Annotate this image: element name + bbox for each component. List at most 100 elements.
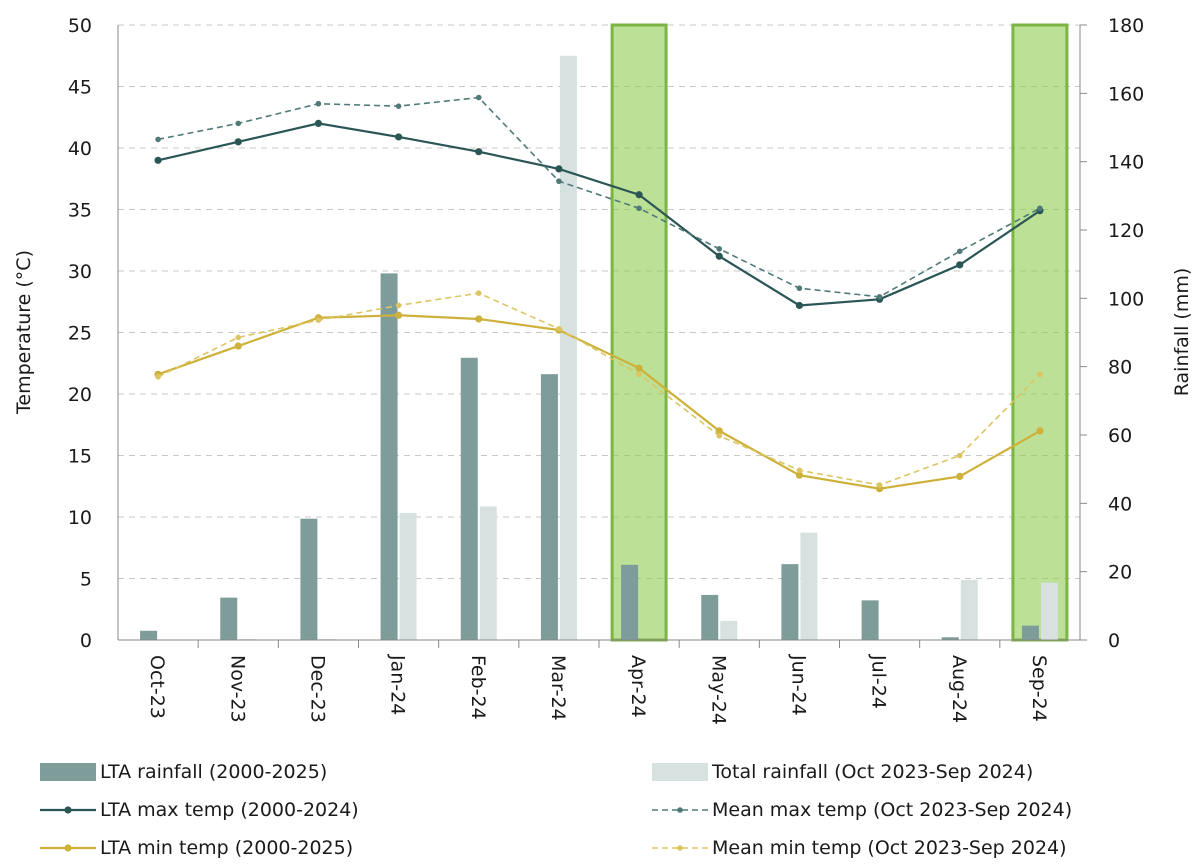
y-left-tick-label: 20 <box>68 384 92 406</box>
lta-rainfall-bar <box>701 594 719 640</box>
y-left-tick-label: 15 <box>68 446 92 468</box>
y-right-tick-label: 120 <box>1108 220 1144 242</box>
y-left-tick-label: 10 <box>68 507 92 529</box>
series-point-1 <box>1037 205 1043 212</box>
series-point-2 <box>475 315 483 323</box>
total-rainfall-bar <box>720 620 738 640</box>
series-point-0 <box>394 133 403 141</box>
series-point-0 <box>314 119 323 127</box>
total-rainfall-bar <box>479 506 497 640</box>
series-point-1 <box>556 178 562 185</box>
series-point-3 <box>155 373 161 380</box>
lta-rainfall-bar <box>781 564 799 640</box>
series-point-3 <box>315 317 322 324</box>
axes: 0 5 10 15 20 25 30 35 40 45 50 0 20 40 60 80 100 120 140 16… <box>68 15 1144 725</box>
legend-marker <box>64 806 72 814</box>
y-left-tick-label: 0 <box>80 630 92 652</box>
y-right-tick-label: 160 <box>1108 83 1144 105</box>
legend-marker <box>677 845 683 851</box>
highlight-box <box>1011 23 1069 642</box>
series-point-0 <box>956 261 964 269</box>
series-point-3 <box>556 326 562 332</box>
legend-swatch <box>40 763 96 781</box>
y-left-tick-label: 35 <box>68 200 92 222</box>
legend: LTA rainfall (2000-2025) Total rainfall (… <box>40 761 1072 859</box>
series-point-0 <box>635 191 643 199</box>
series-point-2 <box>795 471 804 479</box>
series-point-1 <box>475 94 482 101</box>
series-point-3 <box>716 433 723 439</box>
series-point-2 <box>394 311 403 319</box>
series-point-3 <box>475 290 482 296</box>
y-right-tick-label: 60 <box>1108 425 1132 447</box>
legend-marker <box>677 807 683 813</box>
series-point-3 <box>395 302 402 309</box>
y-right-tick-label: 20 <box>1108 562 1132 584</box>
series-point-3 <box>796 467 803 474</box>
lta-rainfall-bar <box>220 597 238 640</box>
y-left-axis-title: Temperature (°C) <box>13 250 35 415</box>
grid <box>118 24 1080 579</box>
lta-rainfall-bar <box>460 357 478 640</box>
x-tick-label: Aug-24 <box>948 655 970 723</box>
legend-marker <box>64 844 72 852</box>
x-tick-label: Jan-24 <box>387 654 409 715</box>
y-right-tick-label: 140 <box>1108 152 1144 174</box>
y-left-tick-label: 45 <box>68 77 92 99</box>
series-point-2 <box>635 364 643 372</box>
series-point-1 <box>796 285 803 292</box>
legend-label: Total rainfall (Oct 2023-Sep 2024) <box>711 761 1033 783</box>
highlight-box <box>610 23 668 642</box>
total-rainfall-bar <box>1040 582 1058 640</box>
series-point-2 <box>1036 427 1044 435</box>
series-point-3 <box>876 482 883 488</box>
y-right-tick-label: 80 <box>1108 357 1132 379</box>
series-point-0 <box>234 138 242 146</box>
series-point-2 <box>715 427 723 435</box>
x-tick-label: Jun-24 <box>787 654 809 716</box>
series-point-1 <box>956 248 963 255</box>
y-right-axis-title: Rainfall (mm) <box>1171 268 1193 397</box>
total-rainfall-bar <box>239 638 257 640</box>
series-point-1 <box>636 205 642 212</box>
month-highlights <box>610 23 1069 642</box>
y-left-tick-label: 30 <box>68 261 92 283</box>
total-rainfall-bar <box>319 638 337 640</box>
series-point-1 <box>235 120 242 127</box>
y-left-tick-label: 50 <box>68 15 92 37</box>
x-tick-label: Dec-23 <box>306 655 328 723</box>
legend-label: LTA rainfall (2000-2025) <box>100 761 327 783</box>
series-point-3 <box>636 371 642 378</box>
series-point-0 <box>555 165 563 173</box>
rainfall-bars <box>140 55 1058 640</box>
series-point-1 <box>395 103 402 109</box>
series-point-0 <box>795 301 804 310</box>
lta-rainfall-bar <box>941 637 959 640</box>
total-rainfall-bar <box>559 55 577 640</box>
total-rainfall-bar <box>800 532 818 640</box>
series-point-1 <box>315 100 322 107</box>
series-line-3 <box>157 292 1041 486</box>
x-tick-label: Feb-24 <box>467 655 489 720</box>
series-point-3 <box>956 452 963 459</box>
legend-swatch <box>652 763 708 781</box>
x-tick-label: Apr-24 <box>627 655 649 718</box>
series-point-2 <box>234 342 242 350</box>
series-point-1 <box>716 246 723 252</box>
y-left-tick-label: 25 <box>68 323 92 345</box>
series-point-1 <box>155 136 161 143</box>
series-point-0 <box>475 148 483 156</box>
series-line-1 <box>157 96 1041 298</box>
temperature-lines <box>154 94 1044 493</box>
series-point-3 <box>1037 371 1043 378</box>
legend-label: Mean min temp (Oct 2023-Sep 2024) <box>712 837 1067 859</box>
x-tick-label: May-24 <box>707 655 729 725</box>
series-point-3 <box>235 334 242 341</box>
lta-rainfall-bar <box>540 374 558 640</box>
series-point-0 <box>715 252 723 260</box>
legend-label: LTA min temp (2000-2025) <box>100 837 353 859</box>
series-point-2 <box>956 472 964 481</box>
lta-rainfall-bar <box>300 518 318 640</box>
y-left-tick-label: 5 <box>80 569 92 591</box>
